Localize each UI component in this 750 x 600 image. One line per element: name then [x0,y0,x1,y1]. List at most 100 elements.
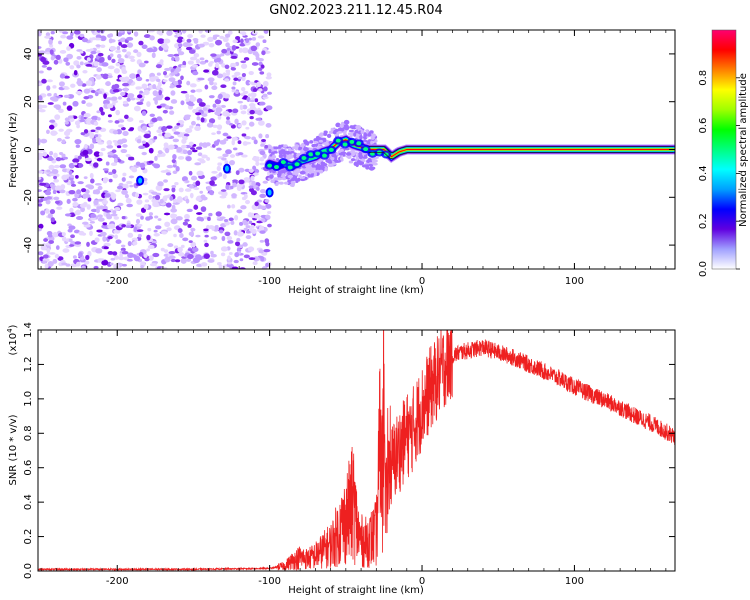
noise-speck [61,174,69,181]
noise-speck [54,253,60,259]
noise-speck [112,251,118,256]
noise-speck [221,235,226,242]
noise-speck [169,195,174,201]
noise-speck [133,105,141,112]
ridge-speck [335,152,340,156]
noise-speck [83,96,90,100]
noise-speck [94,137,102,143]
noise-speck [86,102,93,107]
noise-speck [188,184,194,189]
noise-speck [112,130,119,135]
noise-speck [148,215,153,220]
noise-speck [101,62,109,67]
ridge-speck [368,139,372,142]
noise-speck [187,254,194,260]
noise-speck [160,43,168,49]
noise-speck [135,86,141,90]
noise-speck [236,231,244,237]
figure-title: GN02.2023.211.12.45.R04 [269,3,443,18]
noise-speck [121,263,127,267]
noise-speck [231,204,236,209]
ridge-speck [268,148,272,154]
noise-speck [127,93,135,99]
noise-speck [228,217,234,222]
noise-speck [59,73,66,79]
ridge-speck [297,146,303,151]
noise-speck [252,156,257,161]
noise-speck [173,70,178,75]
noise-speck [152,90,159,97]
noise-speck [220,53,225,57]
noise-speck [93,189,97,194]
noise-speck [145,78,150,82]
noise-speck [107,65,115,70]
noise-speck [111,169,117,175]
noise-speck [39,182,47,186]
noise-speck [153,135,158,140]
noise-speck [108,223,116,229]
noise-speck [53,59,59,65]
noise-speck [176,146,183,153]
noise-speck [72,197,78,202]
noise-speck [115,62,121,67]
noise-hotspot-core [138,177,143,184]
noise-speck [139,162,146,169]
ridge-blob-core [342,142,348,147]
noise-speck [160,170,168,173]
ridge-speck [276,172,282,177]
x-tick-label: -200 [106,576,129,587]
noise-speck [63,94,70,98]
noise-speck [148,139,153,145]
noise-speck [133,31,139,37]
noise-speck [107,114,112,118]
noise-speck [166,227,172,232]
noise-speck [188,231,195,237]
noise-speck [245,235,252,240]
noise-speck [218,229,224,234]
noise-speck [259,71,265,75]
noise-speck [115,109,121,116]
noise-speck [126,203,134,208]
noise-speck [132,241,138,246]
noise-speck [194,162,202,166]
noise-speck [99,106,104,113]
noise-speck [177,228,183,234]
colorbar-tick-label: 0.8 [698,70,709,86]
noise-speck [252,261,258,266]
noise-speck [48,252,56,255]
noise-speck [210,250,214,255]
noise-speck [38,189,43,193]
noise-speck [261,266,268,269]
noise-speck [53,164,60,169]
noise-speck [116,45,121,51]
noise-speck [107,33,112,38]
noise-speck [176,38,183,44]
ridge-speck [296,152,302,157]
noise-speck [94,182,102,186]
noise-speck [73,30,81,35]
noise-speck [110,96,118,101]
ridge-speck [283,181,289,185]
noise-speck [216,130,221,135]
noise-speck [251,136,257,141]
noise-speck [155,225,162,230]
noise-speck [100,231,107,237]
noise-speck [38,45,42,50]
noise-speck [107,75,113,79]
ridge-blob-core [315,151,321,156]
noise-speck [175,166,180,172]
noise-speck [80,206,86,213]
noise-speck [211,85,218,90]
ridge-outline [368,146,674,154]
noise-speck [72,100,79,107]
noise-speck [55,245,60,250]
noise-speck [90,50,97,55]
noise-speck [66,198,71,204]
noise-speck [174,182,179,186]
x-tick-label: -200 [106,276,129,287]
noise-speck [48,39,53,45]
snr-multiplier-exp: 4 [6,328,14,333]
noise-speck [112,173,118,179]
noise-speck [245,225,251,229]
